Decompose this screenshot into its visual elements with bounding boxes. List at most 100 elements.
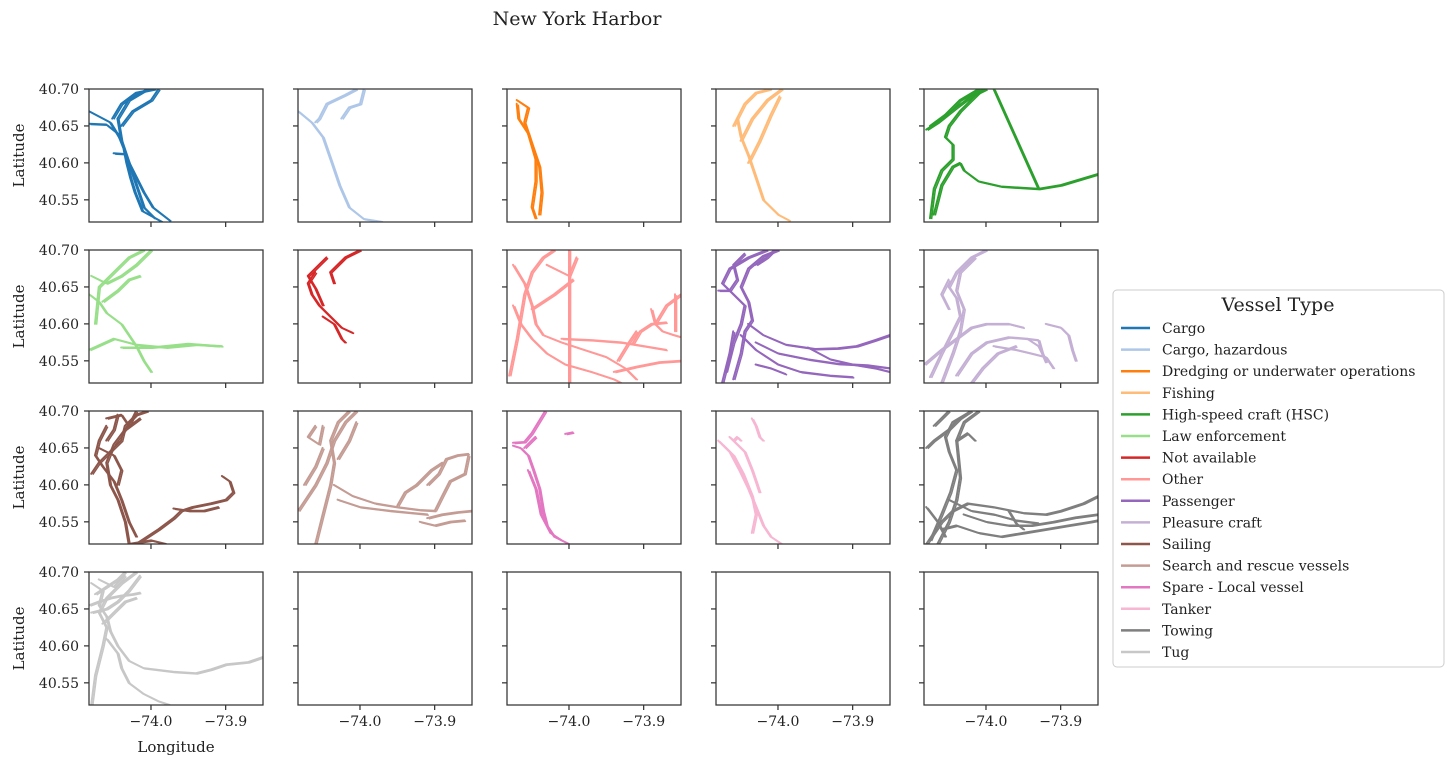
track-line [934, 162, 1098, 216]
track-line [631, 321, 668, 345]
track-line [936, 411, 980, 544]
panel-frame [88, 410, 264, 545]
series-towing [925, 411, 1098, 544]
track-line [957, 433, 977, 443]
panel-frame [923, 410, 1099, 545]
track-line [547, 257, 579, 278]
track-line [942, 257, 977, 383]
track-line [103, 275, 142, 304]
track-line [513, 305, 623, 383]
track-line [90, 592, 142, 607]
track-line [717, 252, 746, 292]
track-line [752, 418, 766, 442]
x-tick-label: −74.0 [757, 714, 800, 730]
track-line [433, 454, 470, 512]
series-spare-local-vessel [512, 411, 575, 544]
track-line [749, 96, 782, 165]
track-line [316, 411, 351, 544]
track-line [957, 337, 1048, 377]
track-line [525, 437, 538, 450]
track-line [304, 448, 325, 487]
panel-frame [297, 88, 473, 223]
track-line [99, 575, 127, 589]
panel-18: −74.0 −73.9 [502, 571, 682, 730]
track-line [92, 411, 150, 476]
track-line [756, 342, 890, 370]
track-line [616, 330, 638, 362]
panel-6: 40.55 40.60 40.65 40.70 Latitude [10, 243, 264, 388]
track-line [122, 89, 161, 128]
panel-3 [502, 88, 682, 227]
track-line [929, 89, 980, 127]
track-line [741, 335, 855, 379]
track-line [655, 295, 681, 326]
legend-entry: Spare - Local vessel [1121, 580, 1304, 596]
series-dredging-or-underwater-operations [515, 99, 544, 220]
legend-entry: High-speed craft (HSC) [1121, 407, 1329, 423]
track-line [532, 279, 575, 311]
track-line [512, 263, 638, 381]
track-line [927, 507, 948, 538]
panel-7 [293, 249, 473, 388]
track-line [105, 411, 137, 427]
panel-frame [923, 571, 1099, 706]
track-line [940, 256, 976, 383]
track-line [719, 253, 747, 293]
track-line [428, 510, 472, 520]
track-line [105, 637, 171, 705]
series-pleasure-craft [924, 250, 1078, 383]
track-line [92, 576, 142, 615]
y-tick-label: 40.60 [39, 317, 79, 333]
track-line [940, 278, 950, 311]
track-line [530, 278, 574, 311]
track-line [942, 520, 1098, 539]
legend-label: Towing [1162, 623, 1213, 639]
track-line [314, 411, 350, 544]
track-line [734, 250, 780, 381]
legend-entry: Pleasure craft [1121, 515, 1262, 531]
track-line [924, 322, 1025, 366]
y-tick-label: 40.55 [39, 676, 79, 692]
legend-label: Cargo, hazardous [1162, 343, 1287, 359]
track-line [90, 294, 154, 374]
track-line [94, 572, 126, 596]
legend-label: Sailing [1162, 537, 1211, 553]
track-line [809, 347, 890, 374]
panel-frame [297, 249, 473, 384]
series-high-speed-craft-hsc- [925, 89, 1098, 220]
series-sailing [90, 411, 236, 544]
panel-9 [711, 249, 891, 388]
legend-entry: Passenger [1121, 494, 1235, 510]
track-line [299, 111, 384, 222]
track-line [335, 485, 437, 513]
track-line [566, 432, 575, 436]
series-cargo [89, 89, 172, 222]
panel-frame [506, 410, 682, 545]
track-line [929, 411, 972, 542]
track-line [994, 89, 1041, 190]
track-line [428, 453, 470, 487]
track-line [103, 597, 138, 626]
track-line [734, 436, 743, 442]
track-line [528, 470, 564, 542]
track-line [806, 346, 890, 373]
legend-entry: Other [1121, 472, 1203, 488]
panel-20: −74.0 −73.9 [919, 571, 1099, 730]
track-line [101, 274, 141, 303]
track-line [723, 444, 758, 534]
track-line [90, 572, 137, 705]
track-line [89, 591, 141, 607]
legend-entry: Cargo, hazardous [1121, 343, 1287, 359]
track-line [747, 95, 781, 164]
legend-entry: Fishing [1121, 386, 1215, 402]
y-axis-label: Latitude [10, 284, 28, 348]
legend-entry: Towing [1121, 623, 1213, 639]
y-axis-label: Latitude [10, 445, 28, 509]
track-line [747, 322, 890, 350]
track-line [513, 265, 639, 381]
panel-16: −74.0 −73.9 40.55 40.60 40.65 40.70 Latitude Lo… [10, 565, 264, 756]
series-passenger [717, 250, 890, 383]
x-tick-label: −73.9 [413, 714, 456, 730]
track-line [174, 507, 220, 513]
